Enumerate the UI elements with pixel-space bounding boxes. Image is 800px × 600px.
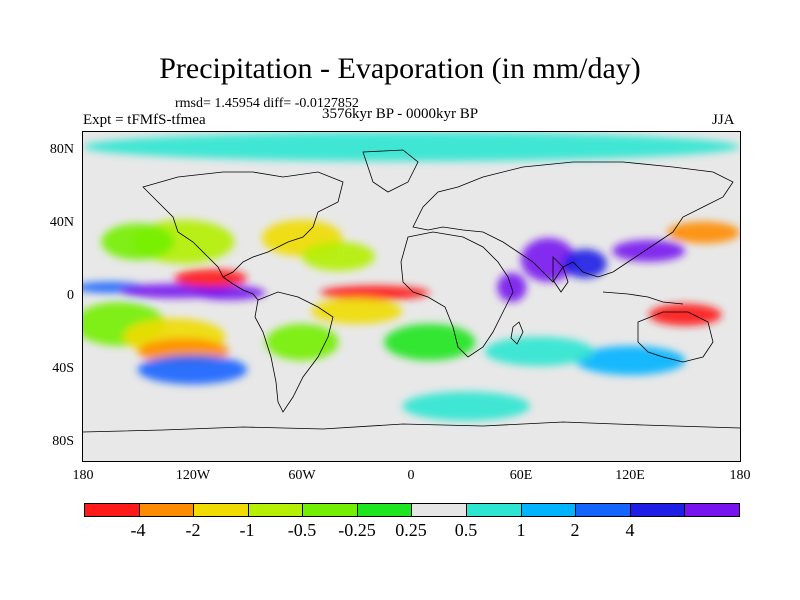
y-tick-40n: 40N xyxy=(49,215,74,230)
coastline-indonesia xyxy=(602,291,684,305)
colorbar-label: 1 xyxy=(516,520,526,540)
x-tick-60e: 60E xyxy=(509,468,533,483)
map-canvas xyxy=(83,132,740,433)
colorbar-swatch xyxy=(412,504,468,516)
field-blob-11 xyxy=(320,285,430,301)
field-blob-10 xyxy=(302,241,375,271)
x-tick-120w: 120W xyxy=(175,468,211,483)
colorbar-swatch xyxy=(630,504,686,516)
colorbar-swatch xyxy=(194,504,249,516)
field-blob-12 xyxy=(311,298,403,324)
field-blob-20 xyxy=(648,303,722,326)
coastline-australia xyxy=(637,311,714,363)
coastline-north-america xyxy=(142,171,344,278)
field-blob-13 xyxy=(265,323,339,361)
colorbar-swatch xyxy=(685,504,739,516)
colorbar-label: -2 xyxy=(185,520,201,540)
field-blob-16 xyxy=(521,238,576,282)
field-blob-17 xyxy=(562,248,607,279)
colorbar-label: 4 xyxy=(625,520,635,540)
x-tick-180w: 180 xyxy=(72,468,94,483)
colorbar-swatch xyxy=(139,504,195,516)
coastline-greenland xyxy=(362,149,419,193)
x-tick-180e: 180 xyxy=(729,468,751,483)
y-tick-0: 0 xyxy=(67,288,74,303)
x-tick-60w: 60W xyxy=(288,468,316,483)
coastline-antarctica xyxy=(83,421,740,433)
field-blob-5 xyxy=(192,285,266,301)
statistics-text: rmsd= 1.45954 diff= -0.0127852 xyxy=(175,96,359,111)
field-blob-22 xyxy=(484,336,594,366)
field-blob-14 xyxy=(384,323,476,361)
coastline-south-america xyxy=(254,291,334,413)
colorbar-label: -0.25 xyxy=(338,520,376,540)
field-blob-6 xyxy=(174,269,248,288)
period-label: 3576kyr BP - 0000kyr BP xyxy=(322,106,479,122)
coastlines xyxy=(83,149,740,433)
colorbar-label: 0.25 xyxy=(395,520,427,540)
colorbar-swatch xyxy=(248,504,304,516)
coastline-madagascar xyxy=(510,321,524,345)
colorbar-label: -4 xyxy=(130,520,146,540)
season-label: JJA xyxy=(712,112,735,128)
x-tick-120e: 120E xyxy=(615,468,645,483)
coastline-africa xyxy=(400,231,514,358)
precipitation-map xyxy=(83,132,740,461)
colorbar xyxy=(84,503,740,517)
colorbar-label: 2 xyxy=(570,520,580,540)
colorbar-swatch xyxy=(467,504,522,516)
colorbar-swatch xyxy=(576,504,631,516)
chart-title: Precipitation - Evaporation (in mm/day) xyxy=(159,52,641,85)
coastline-india xyxy=(552,256,569,293)
y-tick-80s: 80S xyxy=(52,434,74,449)
coastline-eurasia xyxy=(412,161,734,283)
y-tick-40s: 40S xyxy=(52,361,74,376)
colorbar-swatch xyxy=(521,504,577,516)
colorbar-swatch xyxy=(303,504,358,516)
colorbar-label: -1 xyxy=(239,520,255,540)
field-blob-21 xyxy=(575,345,686,376)
x-tick-0: 0 xyxy=(407,468,415,483)
coastline-central-america xyxy=(222,276,259,301)
field-blob-23 xyxy=(137,354,248,385)
experiment-label: Expt = tFMfS-tfmea xyxy=(83,112,206,128)
colorbar-label: -0.5 xyxy=(287,520,317,540)
colorbar-swatch xyxy=(357,504,413,516)
y-tick-80n: 80N xyxy=(49,142,74,157)
colorbar-swatch xyxy=(85,504,140,516)
colorbar-label: 0.5 xyxy=(454,520,478,540)
field-blob-24 xyxy=(402,391,531,421)
field-blob-8 xyxy=(101,223,175,260)
field-blob-19 xyxy=(667,221,740,244)
field-blob-18 xyxy=(612,239,686,262)
field-blob-25 xyxy=(83,132,740,162)
